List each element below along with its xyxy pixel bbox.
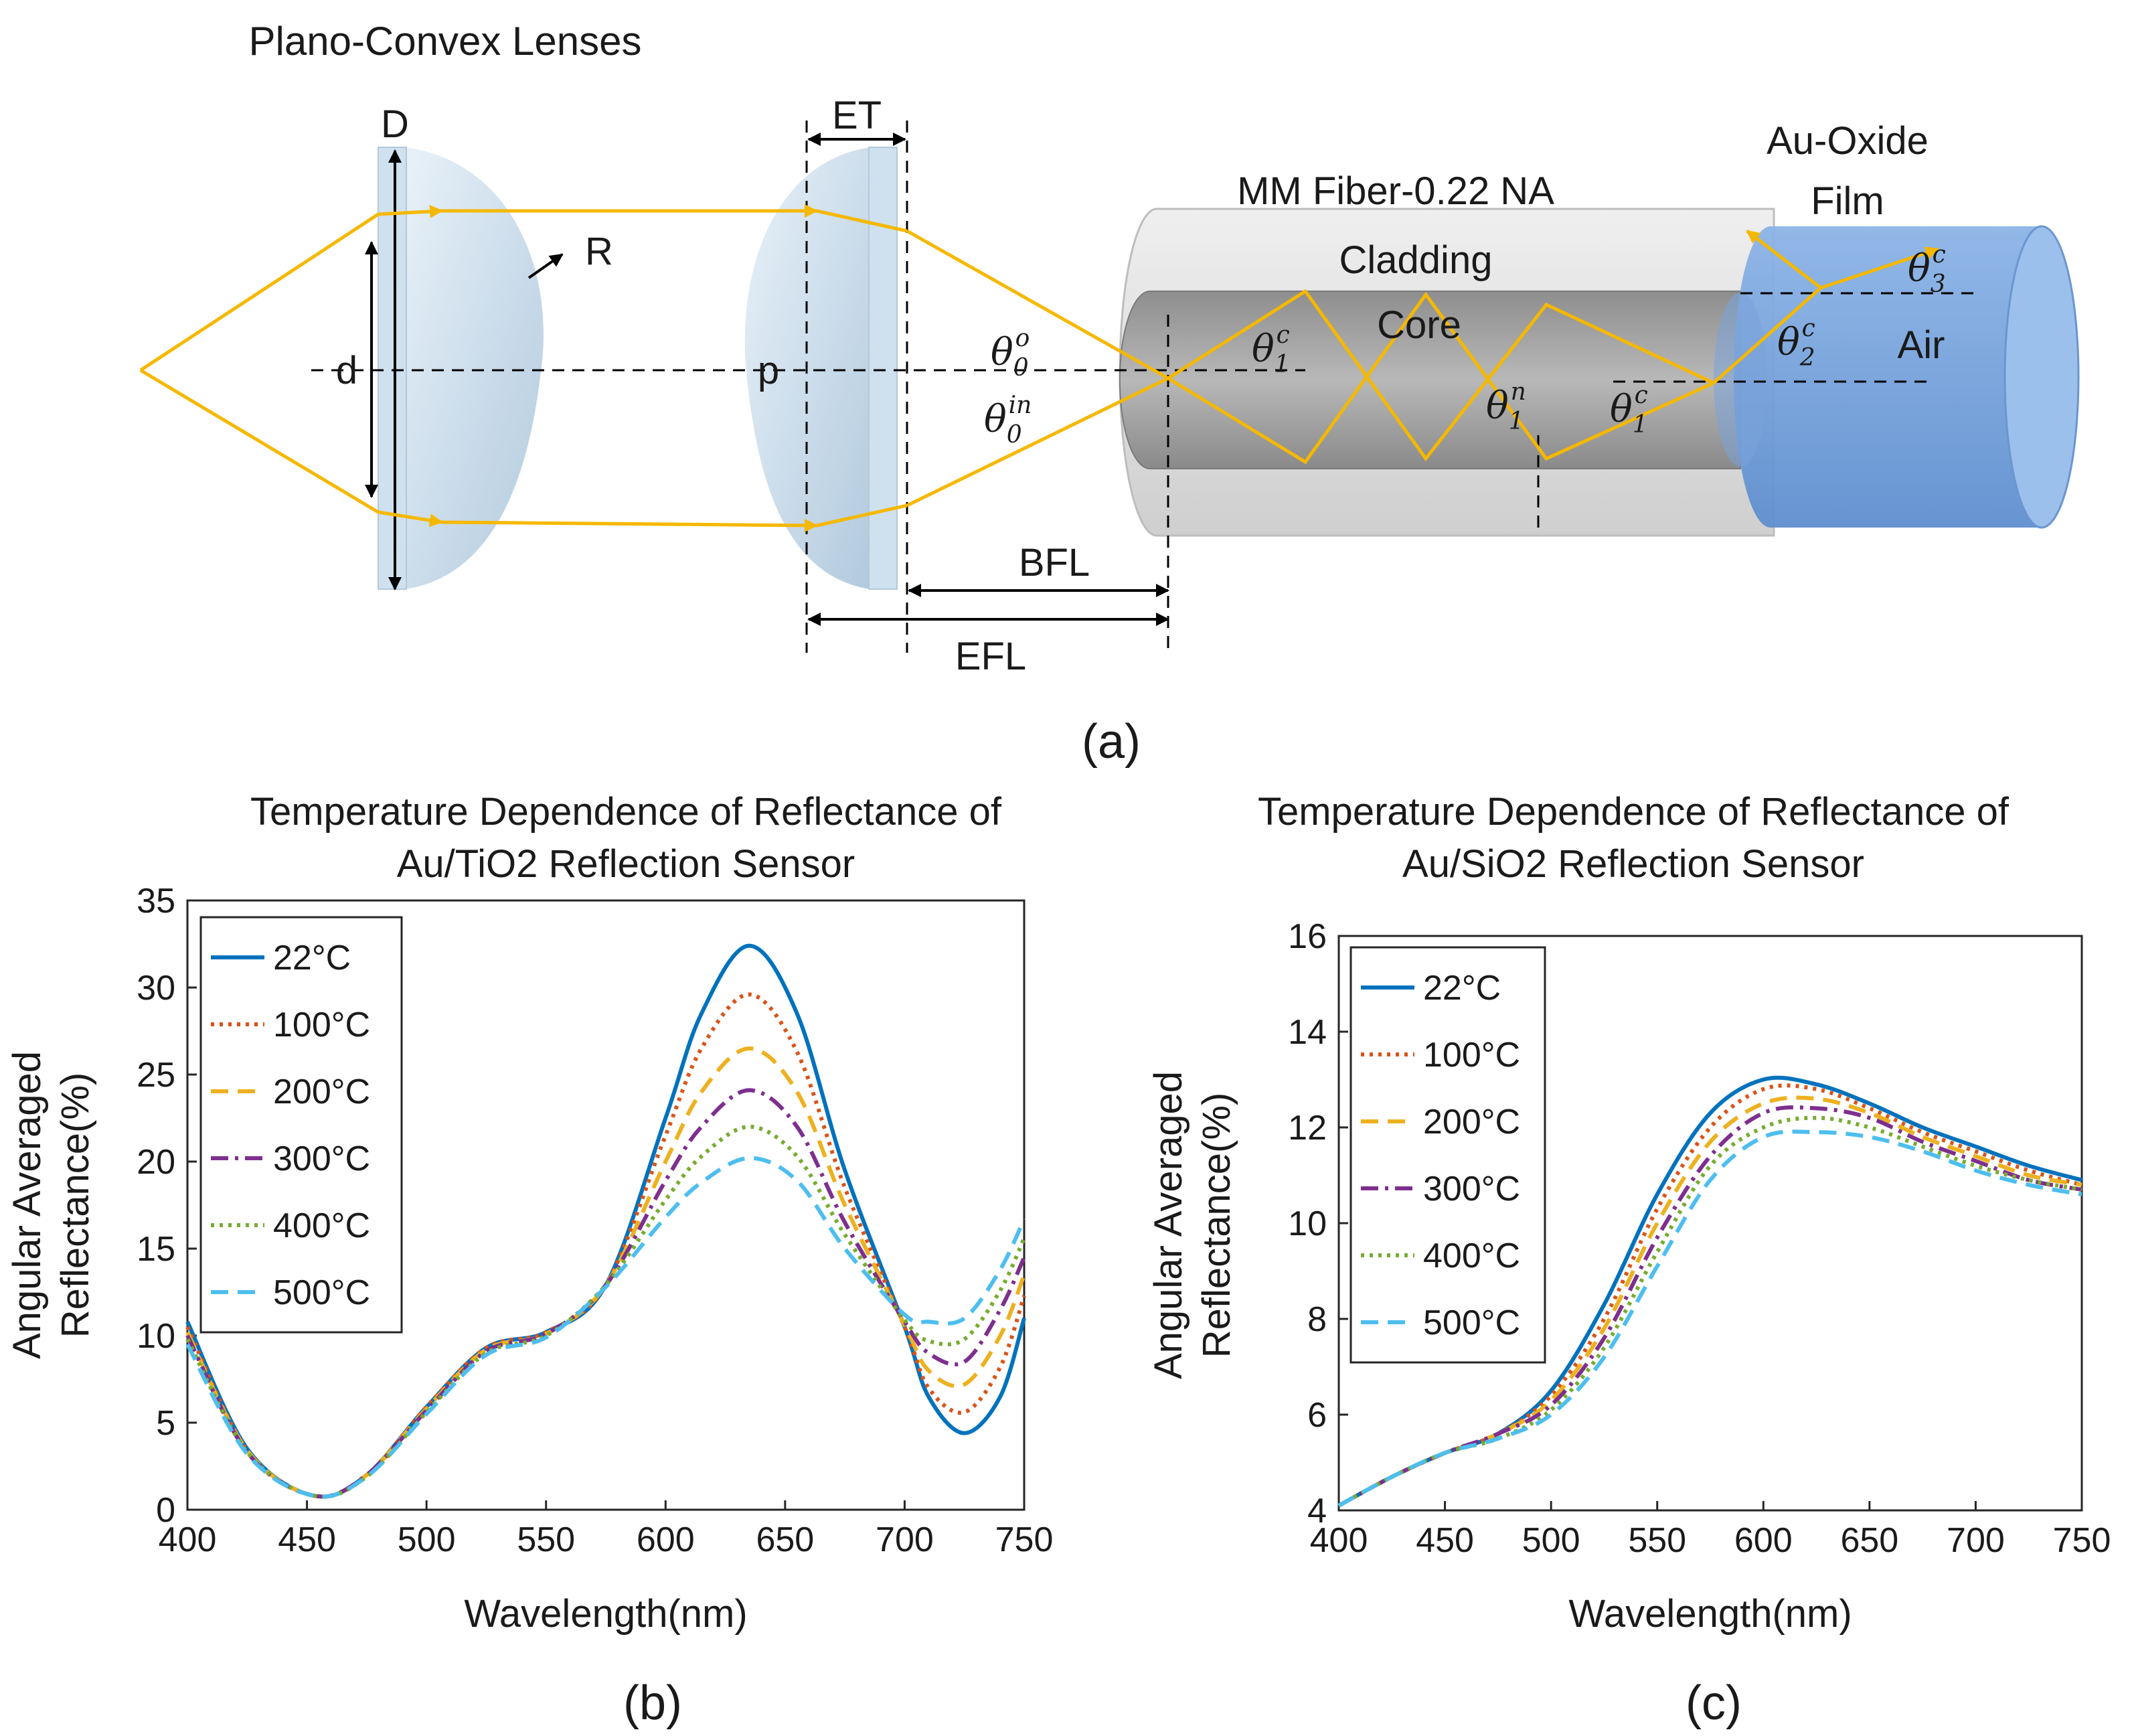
cladding-label: Cladding (1339, 238, 1493, 282)
chart-c-legend-label: 500°C (1423, 1304, 1520, 1342)
chart-b-legend-label: 22°C (273, 939, 351, 977)
chart-c-legend-label: 300°C (1423, 1170, 1520, 1208)
label-ET: ET (832, 94, 882, 137)
chart-c-ytick-label: 8 (1307, 1300, 1327, 1339)
caption-a: (a) (1082, 715, 1141, 769)
chart-c-ylabel-line2: Reflectance(%) (1195, 1093, 1238, 1358)
light-rays (139, 204, 1939, 532)
chart-c-xlabel: Wavelength(nm) (1568, 1592, 1852, 1636)
chart-b-legend: 22°C 100°C 200°C 300°C 400°C 500°C (199, 916, 403, 1334)
chart-c-xtick-label: 750 (2053, 1521, 2111, 1560)
label-R: R (585, 230, 613, 273)
chart-b-series-line (185, 1124, 1026, 1499)
chart-b-legend-label: 400°C (273, 1206, 370, 1245)
mm-fiber (1119, 208, 1775, 537)
chart-b-series-line (185, 992, 1026, 1499)
chart-c-title-line2: Au/SiO2 Reflection Sensor (1402, 842, 1864, 886)
chart-b-title-line2: Au/TiO2 Reflection Sensor (397, 842, 855, 886)
core-label: Core (1377, 303, 1461, 347)
chart-b-xtick-label: 400 (159, 1520, 217, 1559)
chart-c-ytick-label: 4 (1307, 1492, 1327, 1530)
chart-b-legend-box (199, 916, 403, 1334)
chart-c-ytick-label: 16 (1288, 917, 1327, 956)
theta-2-c-label: θ2c (1777, 315, 1815, 372)
chart-c-xtick-label: 450 (1416, 1521, 1474, 1560)
chart-c-ytick-label: 6 (1307, 1396, 1327, 1435)
chart-c-xtick-label: 400 (1310, 1521, 1368, 1560)
chart-b-ytick-label: 20 (137, 1143, 175, 1182)
label-BFL: BFL (1019, 541, 1090, 584)
chart-b-title-line1: Temperature Dependence of Reflectance of (250, 790, 1002, 834)
chart-b-xtick-label: 550 (517, 1520, 575, 1559)
chart-c-legend-label: 400°C (1423, 1237, 1520, 1275)
chart-b-xtick-label: 600 (637, 1520, 695, 1559)
optical-setup-diagram: Plano-Convex Lenses (139, 19, 2080, 769)
chart-b: Temperature Dependence of Reflectance of… (5, 790, 1053, 1730)
chart-b-legend-label: 300°C (273, 1139, 370, 1178)
chart-b-ytick-label: 30 (137, 969, 175, 1008)
theta-0-o-label: θ0o (991, 325, 1030, 382)
chart-b-legend-label: 200°C (273, 1073, 370, 1111)
theta-1-n-label: θ1n (1486, 378, 1526, 435)
chart-c-xtick-label: 500 (1522, 1521, 1580, 1560)
chart-b-ytick-label: 35 (137, 882, 175, 921)
label-EFL: EFL (955, 635, 1026, 678)
caption-b: (b) (623, 1676, 682, 1730)
chart-b-series-line (185, 1156, 1026, 1499)
chart-c-legend-box (1349, 946, 1546, 1364)
chart-c-xtick-label: 550 (1628, 1521, 1686, 1560)
chart-b-xtick-label: 750 (995, 1520, 1054, 1559)
chart-b-ytick-label: 15 (137, 1230, 175, 1269)
label-D: D (381, 102, 409, 146)
chart-b-ylabel-line1: Angular Averaged (5, 1051, 49, 1359)
chart-b-legend-label: 100°C (273, 1006, 370, 1044)
chart-b-series (185, 943, 1026, 1499)
fiber-title: MM Fiber-0.22 NA (1237, 169, 1554, 213)
radius-R-arrow (527, 253, 564, 279)
chart-c-ytick-label: 10 (1288, 1204, 1327, 1243)
chart-b-ytick-label: 0 (156, 1491, 175, 1530)
chart-b-ylabel-line2: Reflectance(%) (54, 1073, 97, 1338)
theta-0-in-label: θ0in (984, 392, 1032, 449)
chart-c-legend: 22°C 100°C 200°C 300°C 400°C 500°C (1349, 946, 1546, 1364)
chart-c-xtick-label: 700 (1947, 1521, 2005, 1560)
chart-b-series-line (185, 1088, 1026, 1499)
chart-b-xtick-label: 700 (876, 1520, 934, 1559)
chart-c-legend-label: 200°C (1423, 1103, 1520, 1141)
chart-b-xtick-label: 650 (756, 1520, 814, 1559)
chart-c-legend-label: 100°C (1423, 1036, 1520, 1075)
lens-title: Plano-Convex Lenses (248, 19, 641, 64)
chart-b-ytick-label: 10 (137, 1317, 175, 1356)
chart-c-ylabel-line1: Angular Averaged (1147, 1071, 1190, 1379)
au-oxide-film (1714, 225, 2080, 529)
chart-c-ytick-label: 14 (1288, 1013, 1327, 1052)
chart-b-xtick-label: 500 (398, 1520, 456, 1559)
chart-b-ticks: 400 450 500 550 600 650 700 750 0 5 10 15 20 25 30 35 (137, 882, 1053, 1559)
chart-c-title-line1: Temperature Dependence of Reflectance of (1258, 790, 2010, 834)
air-label: Air (1898, 323, 1945, 367)
chart-b-xtick-label: 450 (278, 1520, 336, 1559)
theta-1-c-label: θ1c (1252, 321, 1290, 378)
chart-c-xtick-label: 650 (1840, 1521, 1898, 1560)
caption-c: (c) (1686, 1676, 1742, 1730)
label-d: d (336, 349, 357, 392)
chart-c-ytick-label: 12 (1288, 1109, 1327, 1148)
chart-c-series-line (1337, 1129, 2082, 1508)
chart-b-xlabel: Wavelength(nm) (464, 1592, 747, 1636)
chart-c-ticks: 400 450 500 550 600 650 700 750 4 6 8 10 12 14 16 (1288, 917, 2111, 1560)
film-title-line2: Film (1811, 179, 1884, 223)
chart-b-ytick-label: 25 (137, 1056, 175, 1095)
chart-c-series (1337, 1075, 2082, 1508)
chart-b-legend-label: 500°C (273, 1273, 370, 1312)
theta-1-c-label-2: θ1c (1610, 382, 1648, 439)
chart-c-legend-label: 22°C (1423, 969, 1501, 1008)
chart-c: Temperature Dependence of Reflectance of… (1147, 790, 2111, 1730)
film-title-line1: Au-Oxide (1767, 119, 1929, 163)
label-p: p (758, 349, 779, 392)
theta-3-c-label: θ3c (1908, 241, 1946, 298)
chart-c-series-line (1337, 1083, 2082, 1508)
chart-b-ytick-label: 5 (156, 1404, 175, 1443)
chart-c-xtick-label: 600 (1734, 1521, 1793, 1560)
